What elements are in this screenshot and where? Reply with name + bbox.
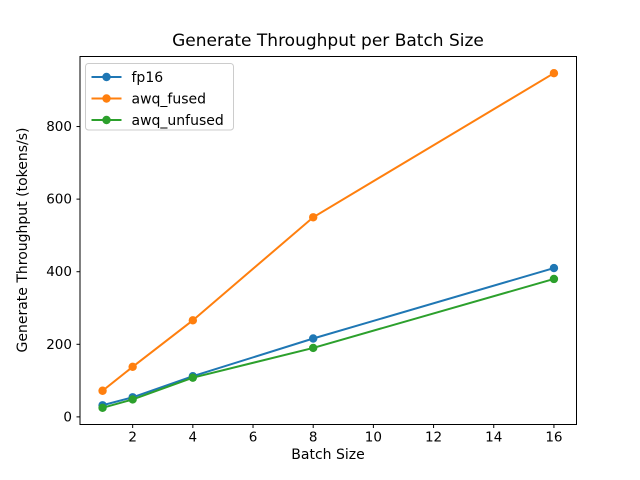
series-marker-awq_fused xyxy=(188,316,198,325)
x-tick-label: 12 xyxy=(425,430,442,446)
series-marker-awq_fused xyxy=(549,68,559,78)
series-line-awq_unfused xyxy=(102,278,555,409)
legend: fp16 awq_fused awq_unfused xyxy=(85,63,234,131)
y-tick-label: 400 xyxy=(46,264,72,280)
series-marker-awq_unfused xyxy=(98,403,107,413)
series-marker-awq_fused xyxy=(309,213,318,222)
legend-swatch-marker-fp16 xyxy=(102,72,111,82)
legend-swatch-marker-awq_fused xyxy=(102,94,111,103)
legend-swatch-marker-awq_unfused xyxy=(102,115,111,125)
x-tick-label: 16 xyxy=(545,430,562,446)
series-marker-awq_unfused xyxy=(309,343,318,353)
series-marker-fp16 xyxy=(309,334,318,343)
series-marker-fp16 xyxy=(549,263,559,273)
series-marker-awq_unfused xyxy=(188,373,198,382)
legend-label-awq_fused: awq_fused xyxy=(132,92,207,108)
y-tick-label: 200 xyxy=(46,337,72,353)
x-axis-label: Batch Size xyxy=(291,447,364,463)
x-tick-label: 8 xyxy=(309,430,318,446)
plot-area: 2 4 6 8 10 12 14 16 0 200 400 600 800 xyxy=(46,56,577,446)
legend-box xyxy=(85,63,234,131)
y-tick-label: 0 xyxy=(63,409,72,425)
series-marker-awq_fused xyxy=(98,386,107,395)
x-tick-label: 2 xyxy=(128,430,137,446)
axes-frame xyxy=(79,56,577,425)
series-marker-awq_unfused xyxy=(128,395,137,404)
series-marker-awq_unfused xyxy=(549,274,559,284)
y-tick-label: 800 xyxy=(46,119,72,135)
x-tick-label: 6 xyxy=(249,430,258,446)
y-tick-label: 600 xyxy=(46,192,72,208)
y-axis-label: Generate Throughput (tokens/s) xyxy=(15,128,31,353)
legend-label-fp16: fp16 xyxy=(132,70,164,86)
x-tick-label: 4 xyxy=(189,430,198,446)
x-tick-label: 10 xyxy=(365,430,382,446)
chart-title: Generate Throughput per Batch Size xyxy=(172,31,484,51)
series-marker-awq_fused xyxy=(128,362,137,371)
x-tick-label: 14 xyxy=(485,430,502,446)
legend-label-awq_unfused: awq_unfused xyxy=(132,113,224,129)
